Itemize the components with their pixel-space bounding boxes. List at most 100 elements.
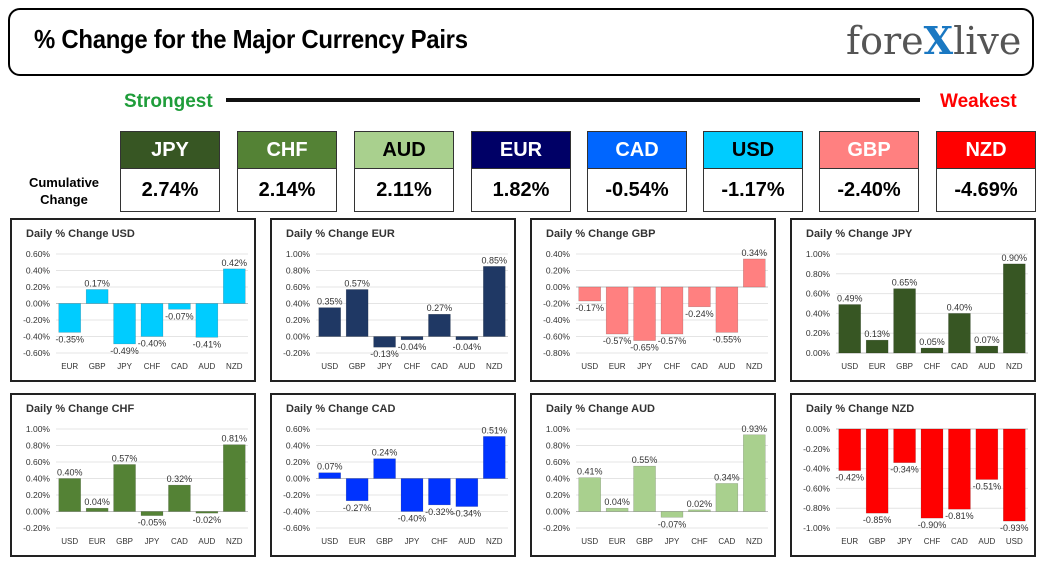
currency-tile-jpy: JPY 2.74% (120, 131, 220, 212)
bar-chf (920, 347, 944, 354)
x-tick-label: NZD (226, 362, 243, 371)
strongest-label: Strongest (124, 91, 213, 112)
data-label: -0.85% (863, 515, 892, 525)
bar-nzd (223, 444, 246, 512)
data-label: 0.51% (482, 425, 508, 435)
y-tick-label: 0.60% (26, 249, 51, 259)
data-label: -0.35% (55, 334, 84, 344)
data-label: 0.57% (344, 278, 370, 288)
cumulative-change-value: 2.14% (237, 169, 337, 212)
data-label: 0.05% (919, 337, 945, 347)
data-label: -0.02% (193, 515, 222, 525)
y-tick-label: 0.60% (26, 457, 51, 467)
bar-jpy (400, 478, 424, 512)
y-tick-label: -0.40% (283, 507, 310, 517)
bar-eur (605, 286, 629, 335)
data-label: 0.27% (427, 303, 453, 313)
x-tick-label: JPY (377, 362, 392, 371)
data-label: 0.85% (482, 255, 508, 265)
data-label: -0.32% (425, 507, 454, 517)
data-label: -0.57% (658, 336, 687, 346)
bar-cad (168, 303, 191, 310)
data-label: -0.34% (890, 465, 919, 475)
currency-code: NZD (936, 131, 1036, 169)
bar-usd (318, 472, 341, 479)
currency-tile-gbp: GBP -2.40% (819, 131, 919, 212)
header-box: % Change for the Major Currency Pairs fo… (8, 8, 1034, 76)
bar-cad (688, 286, 711, 308)
x-tick-label: EUR (869, 362, 886, 371)
data-label: 0.04% (604, 497, 630, 507)
y-tick-label: -0.40% (543, 315, 570, 325)
data-label: -0.93% (1000, 523, 1029, 533)
data-label: 0.34% (742, 248, 768, 258)
bar-chf (920, 428, 944, 519)
data-label: -0.40% (398, 514, 427, 524)
data-label: -0.27% (343, 503, 372, 513)
y-tick-label: 0.20% (806, 328, 831, 338)
data-label: -0.49% (110, 346, 139, 356)
bar-aud (975, 428, 999, 480)
x-tick-label: EUR (89, 537, 106, 546)
y-tick-label: 1.00% (806, 249, 831, 259)
x-tick-label: CHF (924, 537, 941, 546)
data-label: -0.65% (630, 343, 659, 353)
x-tick-label: AUD (198, 537, 215, 546)
x-tick-label: CAD (691, 362, 708, 371)
daily-change-panel: Daily % Change EUR 1.00% 0.80% 0.60% 0.40% 0.… (270, 218, 516, 382)
y-tick-label: 0.60% (286, 424, 311, 434)
y-tick-label: -0.20% (543, 299, 570, 309)
x-tick-label: EUR (61, 362, 78, 371)
daily-change-panel: Daily % Change CAD 0.60% 0.40% 0.20% 0.00% -0… (270, 393, 516, 557)
x-tick-label: NZD (746, 537, 763, 546)
x-tick-label: USD (321, 362, 338, 371)
data-label: 0.49% (837, 293, 863, 303)
bar-nzd (1003, 263, 1026, 354)
data-label: -0.13% (370, 349, 399, 359)
y-tick-label: 0.40% (806, 308, 831, 318)
x-tick-label: JPY (145, 537, 160, 546)
bar-eur (865, 339, 889, 354)
y-tick-label: -0.60% (543, 332, 570, 342)
bar-gbp (865, 428, 889, 514)
x-tick-label: JPY (405, 537, 420, 546)
bar-cad (428, 313, 451, 337)
y-tick-label: 0.80% (806, 269, 831, 279)
y-tick-label: -0.20% (283, 348, 310, 358)
x-tick-label: CHF (431, 537, 448, 546)
x-tick-label: USD (581, 362, 598, 371)
bar-nzd (743, 258, 766, 288)
y-tick-label: 0.00% (806, 424, 831, 434)
bar-jpy (893, 428, 916, 463)
currency-tile-usd: USD -1.17% (703, 131, 803, 212)
chart-title: Daily % Change GBP (546, 228, 655, 240)
currency-code: EUR (471, 131, 571, 169)
x-tick-label: JPY (637, 362, 652, 371)
y-tick-label: 0.00% (546, 282, 571, 292)
y-tick-label: 0.20% (546, 490, 571, 500)
data-label: 0.42% (222, 258, 248, 268)
y-tick-label: 0.20% (546, 266, 571, 276)
y-tick-label: -0.60% (23, 348, 50, 358)
y-tick-label: 0.00% (286, 474, 311, 484)
x-tick-label: CAD (718, 537, 735, 546)
daily-change-panel: Daily % Change JPY 1.00% 0.80% 0.60% 0.40% 0.… (790, 218, 1036, 382)
x-tick-label: NZD (746, 362, 763, 371)
x-tick-label: USD (1006, 537, 1023, 546)
x-tick-label: NZD (226, 537, 243, 546)
x-tick-label: AUD (978, 537, 995, 546)
x-tick-label: NZD (1006, 362, 1023, 371)
x-tick-label: USD (321, 537, 338, 546)
daily-change-panel: Daily % Change CHF 1.00% 0.80% 0.60% 0.40% 0.… (10, 393, 256, 557)
x-tick-label: EUR (609, 362, 626, 371)
y-tick-label: 0.80% (546, 441, 571, 451)
bar-aud (715, 286, 739, 333)
bar-usd (578, 286, 601, 302)
currency-code: CAD (587, 131, 687, 169)
y-tick-label: 0.80% (26, 441, 51, 451)
currency-tile-chf: CHF 2.14% (237, 131, 337, 212)
cumulative-change-value: 2.11% (354, 169, 454, 212)
forexlive-logo: foreXlive (846, 18, 1022, 63)
bar-usd (318, 307, 341, 337)
y-tick-label: -0.20% (543, 523, 570, 533)
